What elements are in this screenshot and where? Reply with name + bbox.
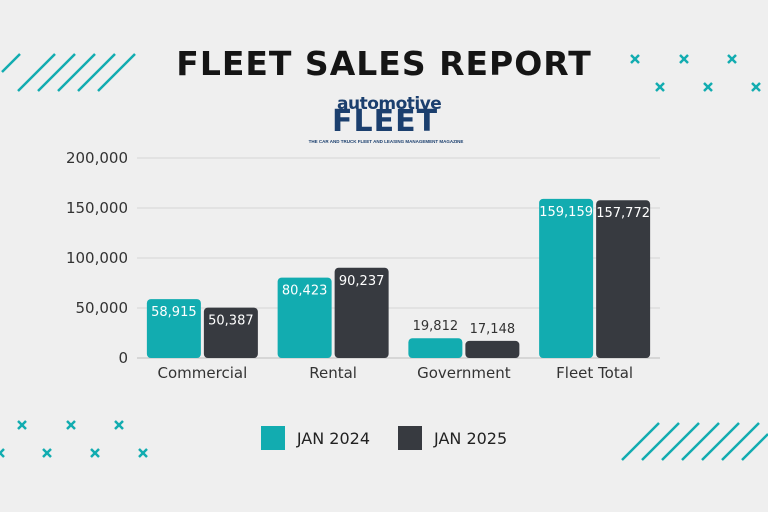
page-title: FLEET SALES REPORT — [176, 44, 592, 83]
cross-mark — [630, 54, 640, 64]
legend: JAN 2024 JAN 2025 — [0, 426, 768, 450]
y-tick-label: 50,000 — [76, 299, 129, 317]
data-label-3-1: 157,772 — [596, 206, 650, 221]
x-tick-label: Government — [417, 364, 511, 382]
cross-mark — [90, 448, 100, 458]
cross-mark — [0, 448, 5, 458]
cross-mark — [17, 420, 27, 430]
stripes-top-left — [1, 53, 136, 92]
stripes-bottom-right — [621, 422, 768, 461]
cross-mark — [727, 54, 737, 64]
bar-1-1 — [334, 267, 389, 358]
cross-mark — [114, 420, 124, 430]
bar-3-1 — [596, 200, 651, 358]
legend-label-jan-2025: JAN 2025 — [434, 428, 508, 448]
cross-mark — [679, 54, 689, 64]
bars: 58,915 50,387 80,423 90,237 19,812 17,148 159,… — [146, 198, 651, 358]
bar-0-1 — [203, 307, 258, 358]
y-tick-label: 100,000 — [66, 249, 128, 267]
y-tick-label: 0 — [118, 349, 128, 367]
cross-mark — [751, 82, 761, 92]
x-tick-label: Fleet Total — [556, 364, 633, 382]
logo-tagline: THE CAR AND TRUCK FLEET AND LEASING MANA… — [308, 139, 464, 144]
legend-item-jan-2025: JAN 2025 — [398, 426, 507, 450]
cross-mark — [138, 448, 148, 458]
legend-item-jan-2024: JAN 2024 — [260, 426, 370, 450]
data-label-2-0: 19,812 — [413, 319, 459, 334]
cross-mark — [655, 82, 665, 92]
data-label-0-0: 58,915 — [151, 305, 197, 320]
bar-1-0 — [277, 277, 332, 358]
data-label-1-0: 80,423 — [282, 284, 328, 299]
logo-main-text: FLEET — [331, 104, 439, 139]
y-tick-label: 150,000 — [66, 199, 128, 217]
legend-swatch-jan-2024 — [260, 426, 285, 450]
data-label-1-1: 90,237 — [339, 274, 385, 289]
legend-label-jan-2024: JAN 2024 — [296, 428, 370, 448]
cross-marks — [0, 54, 761, 458]
legend-swatch-jan-2025 — [398, 426, 422, 450]
bar-2-1 — [465, 340, 520, 358]
bar-0-0 — [146, 299, 201, 358]
data-label-0-1: 50,387 — [208, 314, 254, 329]
cross-mark — [703, 82, 713, 92]
x-tick-label: Commercial — [158, 364, 248, 382]
y-axis-labels: 0 50,000 100,000 150,000 200,000 — [66, 149, 128, 367]
cross-mark — [66, 420, 76, 430]
bar-2-0 — [408, 338, 463, 358]
x-axis-labels: Commercial Rental Government Fleet Total — [158, 364, 634, 382]
x-tick-label: Rental — [309, 364, 357, 382]
y-tick-label: 200,000 — [66, 149, 128, 167]
logo-top-text: automotive — [337, 94, 442, 114]
bar-3-0 — [539, 198, 594, 358]
cross-mark — [42, 448, 52, 458]
data-label-2-1: 17,148 — [470, 322, 516, 337]
data-label-3-0: 159,159 — [539, 205, 593, 220]
